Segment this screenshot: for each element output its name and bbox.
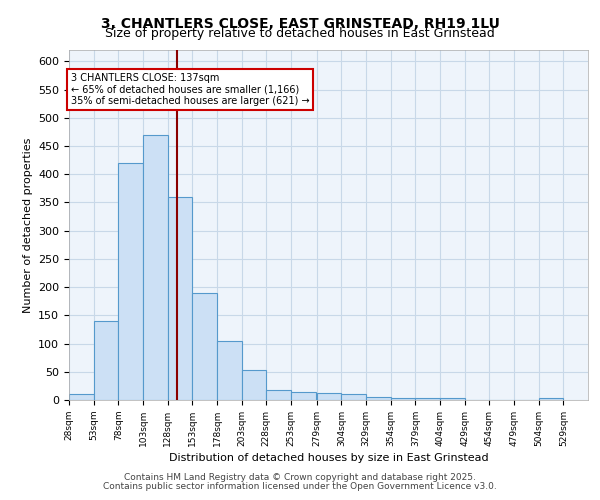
Bar <box>242 370 266 400</box>
Bar <box>266 390 291 400</box>
Bar <box>69 394 94 400</box>
Bar <box>94 321 118 400</box>
Bar <box>167 197 193 400</box>
Text: 3 CHANTLERS CLOSE: 137sqm
← 65% of detached houses are smaller (1,166)
35% of se: 3 CHANTLERS CLOSE: 137sqm ← 65% of detac… <box>71 72 310 106</box>
Bar <box>366 397 391 400</box>
Bar <box>143 134 167 400</box>
Bar <box>341 394 366 400</box>
Bar <box>118 163 143 400</box>
Bar <box>391 398 415 400</box>
Bar <box>217 340 242 400</box>
X-axis label: Distribution of detached houses by size in East Grinstead: Distribution of detached houses by size … <box>169 453 488 463</box>
Text: Size of property relative to detached houses in East Grinstead: Size of property relative to detached ho… <box>105 28 495 40</box>
Y-axis label: Number of detached properties: Number of detached properties <box>23 138 32 312</box>
Bar <box>440 398 464 400</box>
Bar <box>415 398 440 400</box>
Text: Contains public sector information licensed under the Open Government Licence v3: Contains public sector information licen… <box>103 482 497 491</box>
Text: Contains HM Land Registry data © Crown copyright and database right 2025.: Contains HM Land Registry data © Crown c… <box>124 472 476 482</box>
Bar <box>291 392 316 400</box>
Text: 3, CHANTLERS CLOSE, EAST GRINSTEAD, RH19 1LU: 3, CHANTLERS CLOSE, EAST GRINSTEAD, RH19… <box>101 18 499 32</box>
Bar <box>539 398 563 400</box>
Bar <box>317 392 341 400</box>
Bar <box>193 292 217 400</box>
